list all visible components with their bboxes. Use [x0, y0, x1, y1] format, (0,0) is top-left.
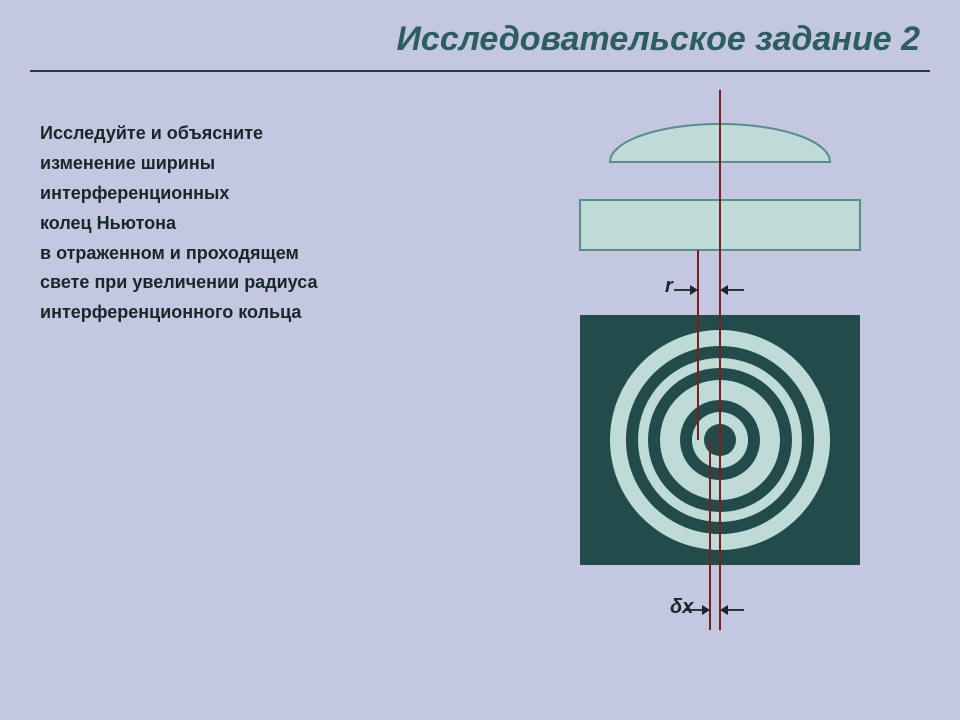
- newton-rings-diagram: r δx: [520, 90, 920, 650]
- task-text-line: Исследуйте и объясните: [40, 120, 460, 148]
- arrow-r-right-head: [720, 285, 728, 295]
- task-text-line: в отраженном и проходящем: [40, 240, 460, 268]
- label-r: r: [665, 275, 673, 298]
- task-text-line: свете при увеличении радиуса: [40, 269, 460, 297]
- arrow-r-left-head: [690, 285, 698, 295]
- title-underline: [30, 70, 930, 72]
- title-text: Исследовательское задание 2: [396, 20, 920, 58]
- task-text-line: изменение ширины: [40, 150, 460, 178]
- label-dx: δx: [670, 596, 693, 619]
- task-text-line: интерференционных: [40, 180, 460, 208]
- task-text-line: колец Ньютона: [40, 210, 460, 238]
- page-title: Исследовательское задание 2: [0, 20, 960, 59]
- task-text: Исследуйте и объяснитеизменение шириныин…: [40, 120, 460, 329]
- diagram-svg: [520, 90, 920, 650]
- task-text-line: интерференционного кольца: [40, 299, 460, 327]
- arrow-dx-left-head: [702, 605, 710, 615]
- arrow-dx-right-head: [720, 605, 728, 615]
